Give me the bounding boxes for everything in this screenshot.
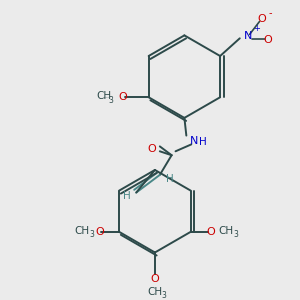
Text: O: O bbox=[257, 14, 266, 24]
Text: N: N bbox=[243, 32, 252, 41]
Text: CH: CH bbox=[147, 287, 163, 297]
Text: 3: 3 bbox=[161, 291, 166, 300]
Text: CH: CH bbox=[218, 226, 234, 236]
Text: O: O bbox=[263, 35, 272, 45]
Text: 3: 3 bbox=[109, 96, 114, 105]
Text: H: H bbox=[199, 137, 207, 148]
Text: H: H bbox=[166, 174, 173, 184]
Text: +: + bbox=[253, 24, 260, 33]
Text: methoxy: methoxy bbox=[104, 97, 110, 98]
Text: -: - bbox=[268, 8, 272, 18]
Text: O: O bbox=[119, 92, 128, 102]
Text: O: O bbox=[95, 227, 104, 237]
Text: O: O bbox=[151, 274, 159, 284]
Text: 3: 3 bbox=[233, 230, 238, 239]
Text: H: H bbox=[122, 191, 130, 202]
Text: CH: CH bbox=[74, 226, 89, 236]
Text: O: O bbox=[148, 144, 156, 154]
Text: O: O bbox=[206, 227, 215, 237]
Text: N: N bbox=[190, 136, 198, 146]
Text: CH: CH bbox=[96, 91, 111, 101]
Text: 3: 3 bbox=[89, 230, 94, 239]
